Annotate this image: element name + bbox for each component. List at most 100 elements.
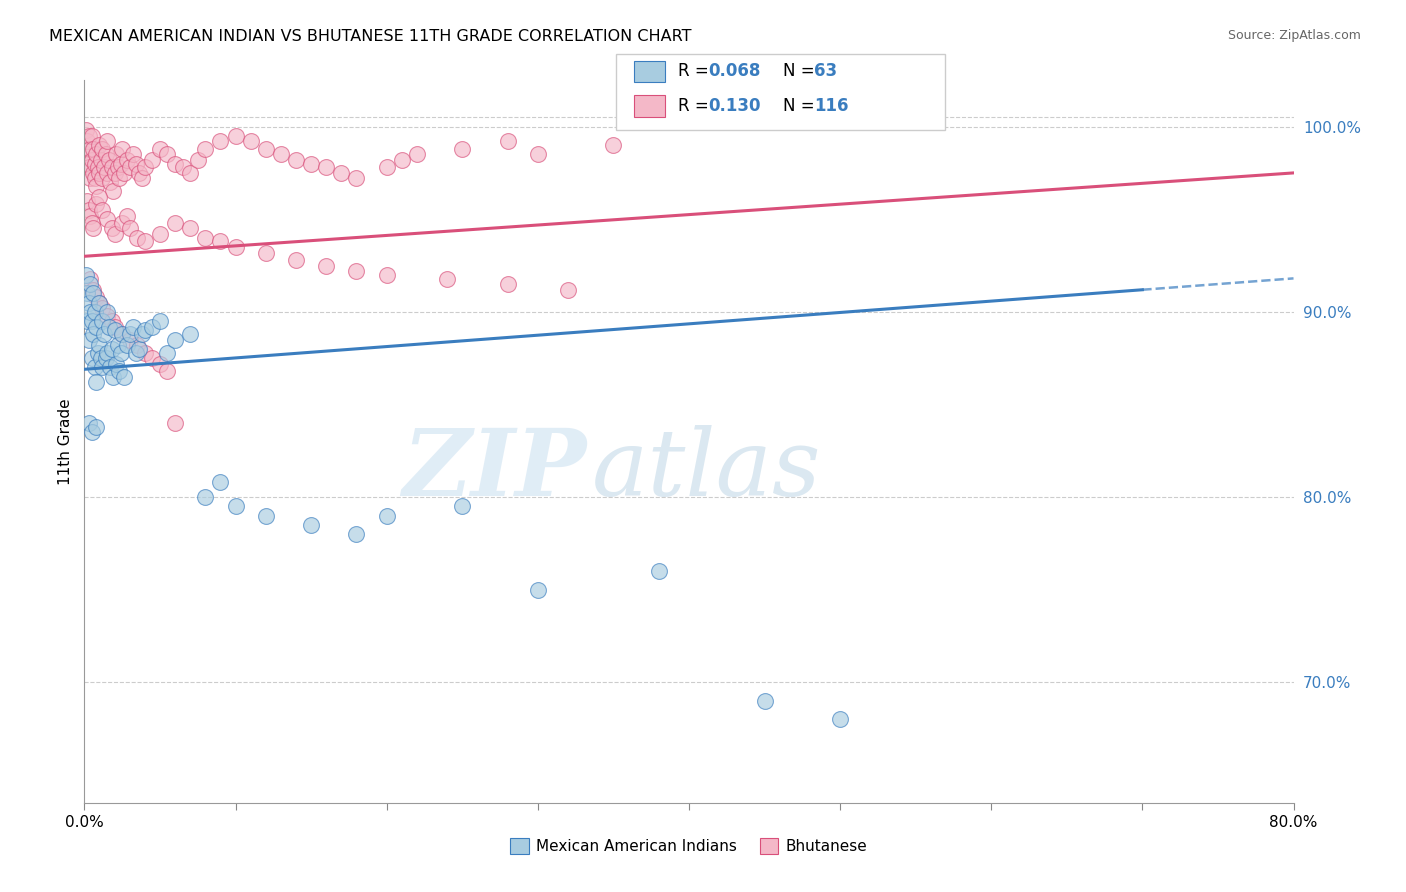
Point [76,156,98,170]
Point [112,369,135,384]
Point [239,135,262,149]
Point [315,259,337,273]
Point [156,345,179,359]
Point [77,295,100,310]
Point [346,527,368,541]
Point [127,338,149,352]
Point [91,301,114,315]
Point [79,171,101,186]
Point [111,327,134,342]
Point [82,286,104,301]
Point [89,295,111,310]
Point [118,161,141,175]
Point [91,202,114,217]
Point [115,153,138,167]
Point [141,319,163,334]
Point [118,327,141,342]
Point [330,166,353,180]
Point [90,153,112,167]
Point [94,351,117,366]
Point [375,508,398,523]
Point [86,147,108,161]
Point [315,161,337,175]
Text: N =: N = [783,62,820,80]
Point [110,345,132,359]
Point [75,147,97,161]
Point [179,327,201,342]
Point [75,123,97,137]
Text: ZIP: ZIP [402,425,586,516]
Point [225,128,247,143]
Point [134,161,156,175]
Point [111,327,134,342]
Point [82,221,104,235]
Point [194,142,217,156]
Point [121,319,143,334]
Point [82,327,104,342]
Point [527,582,550,597]
Point [299,156,322,170]
Point [96,166,118,180]
Text: Source: ZipAtlas.com: Source: ZipAtlas.com [1227,29,1361,42]
Point [80,216,103,230]
Point [209,475,232,490]
Text: MEXICAN AMERICAN INDIAN VS BHUTANESE 11TH GRADE CORRELATION CHART: MEXICAN AMERICAN INDIAN VS BHUTANESE 11T… [49,29,692,44]
Point [179,166,201,180]
Point [125,156,148,170]
Point [76,194,98,208]
Point [830,713,852,727]
Point [76,286,98,301]
Point [80,128,103,143]
Point [134,323,156,337]
Point [76,314,98,328]
Point [346,264,368,278]
Point [97,319,120,334]
Point [285,153,308,167]
Point [80,425,103,440]
Point [406,147,429,161]
Point [134,235,156,249]
Y-axis label: 11th Grade: 11th Grade [58,398,73,485]
Point [127,231,149,245]
Point [96,305,118,319]
Point [87,161,110,175]
Point [209,235,232,249]
Point [94,147,117,161]
Point [84,156,107,170]
Text: R =: R = [678,97,714,115]
Text: N =: N = [783,97,820,115]
Point [270,147,292,161]
Point [93,161,115,175]
Point [76,135,98,149]
Point [100,161,122,175]
Point [527,147,550,161]
Point [98,360,121,375]
Text: 63: 63 [814,62,837,80]
Text: R =: R = [678,62,714,80]
Point [165,416,187,430]
Point [86,178,108,193]
Point [451,500,474,514]
Point [131,327,153,342]
Point [77,202,100,217]
Point [648,564,671,578]
Point [108,171,131,186]
Point [77,161,100,175]
Point [111,216,134,230]
Point [194,231,217,245]
Point [165,333,187,347]
Point [86,290,108,304]
Point [285,252,308,267]
Point [84,305,107,319]
Point [451,142,474,156]
Text: 116: 116 [814,97,849,115]
Point [80,314,103,328]
Point [225,240,247,254]
Point [97,153,120,167]
Point [91,314,114,328]
Point [254,508,277,523]
Point [89,166,111,180]
Point [75,268,97,282]
Point [375,161,398,175]
Point [100,342,122,356]
